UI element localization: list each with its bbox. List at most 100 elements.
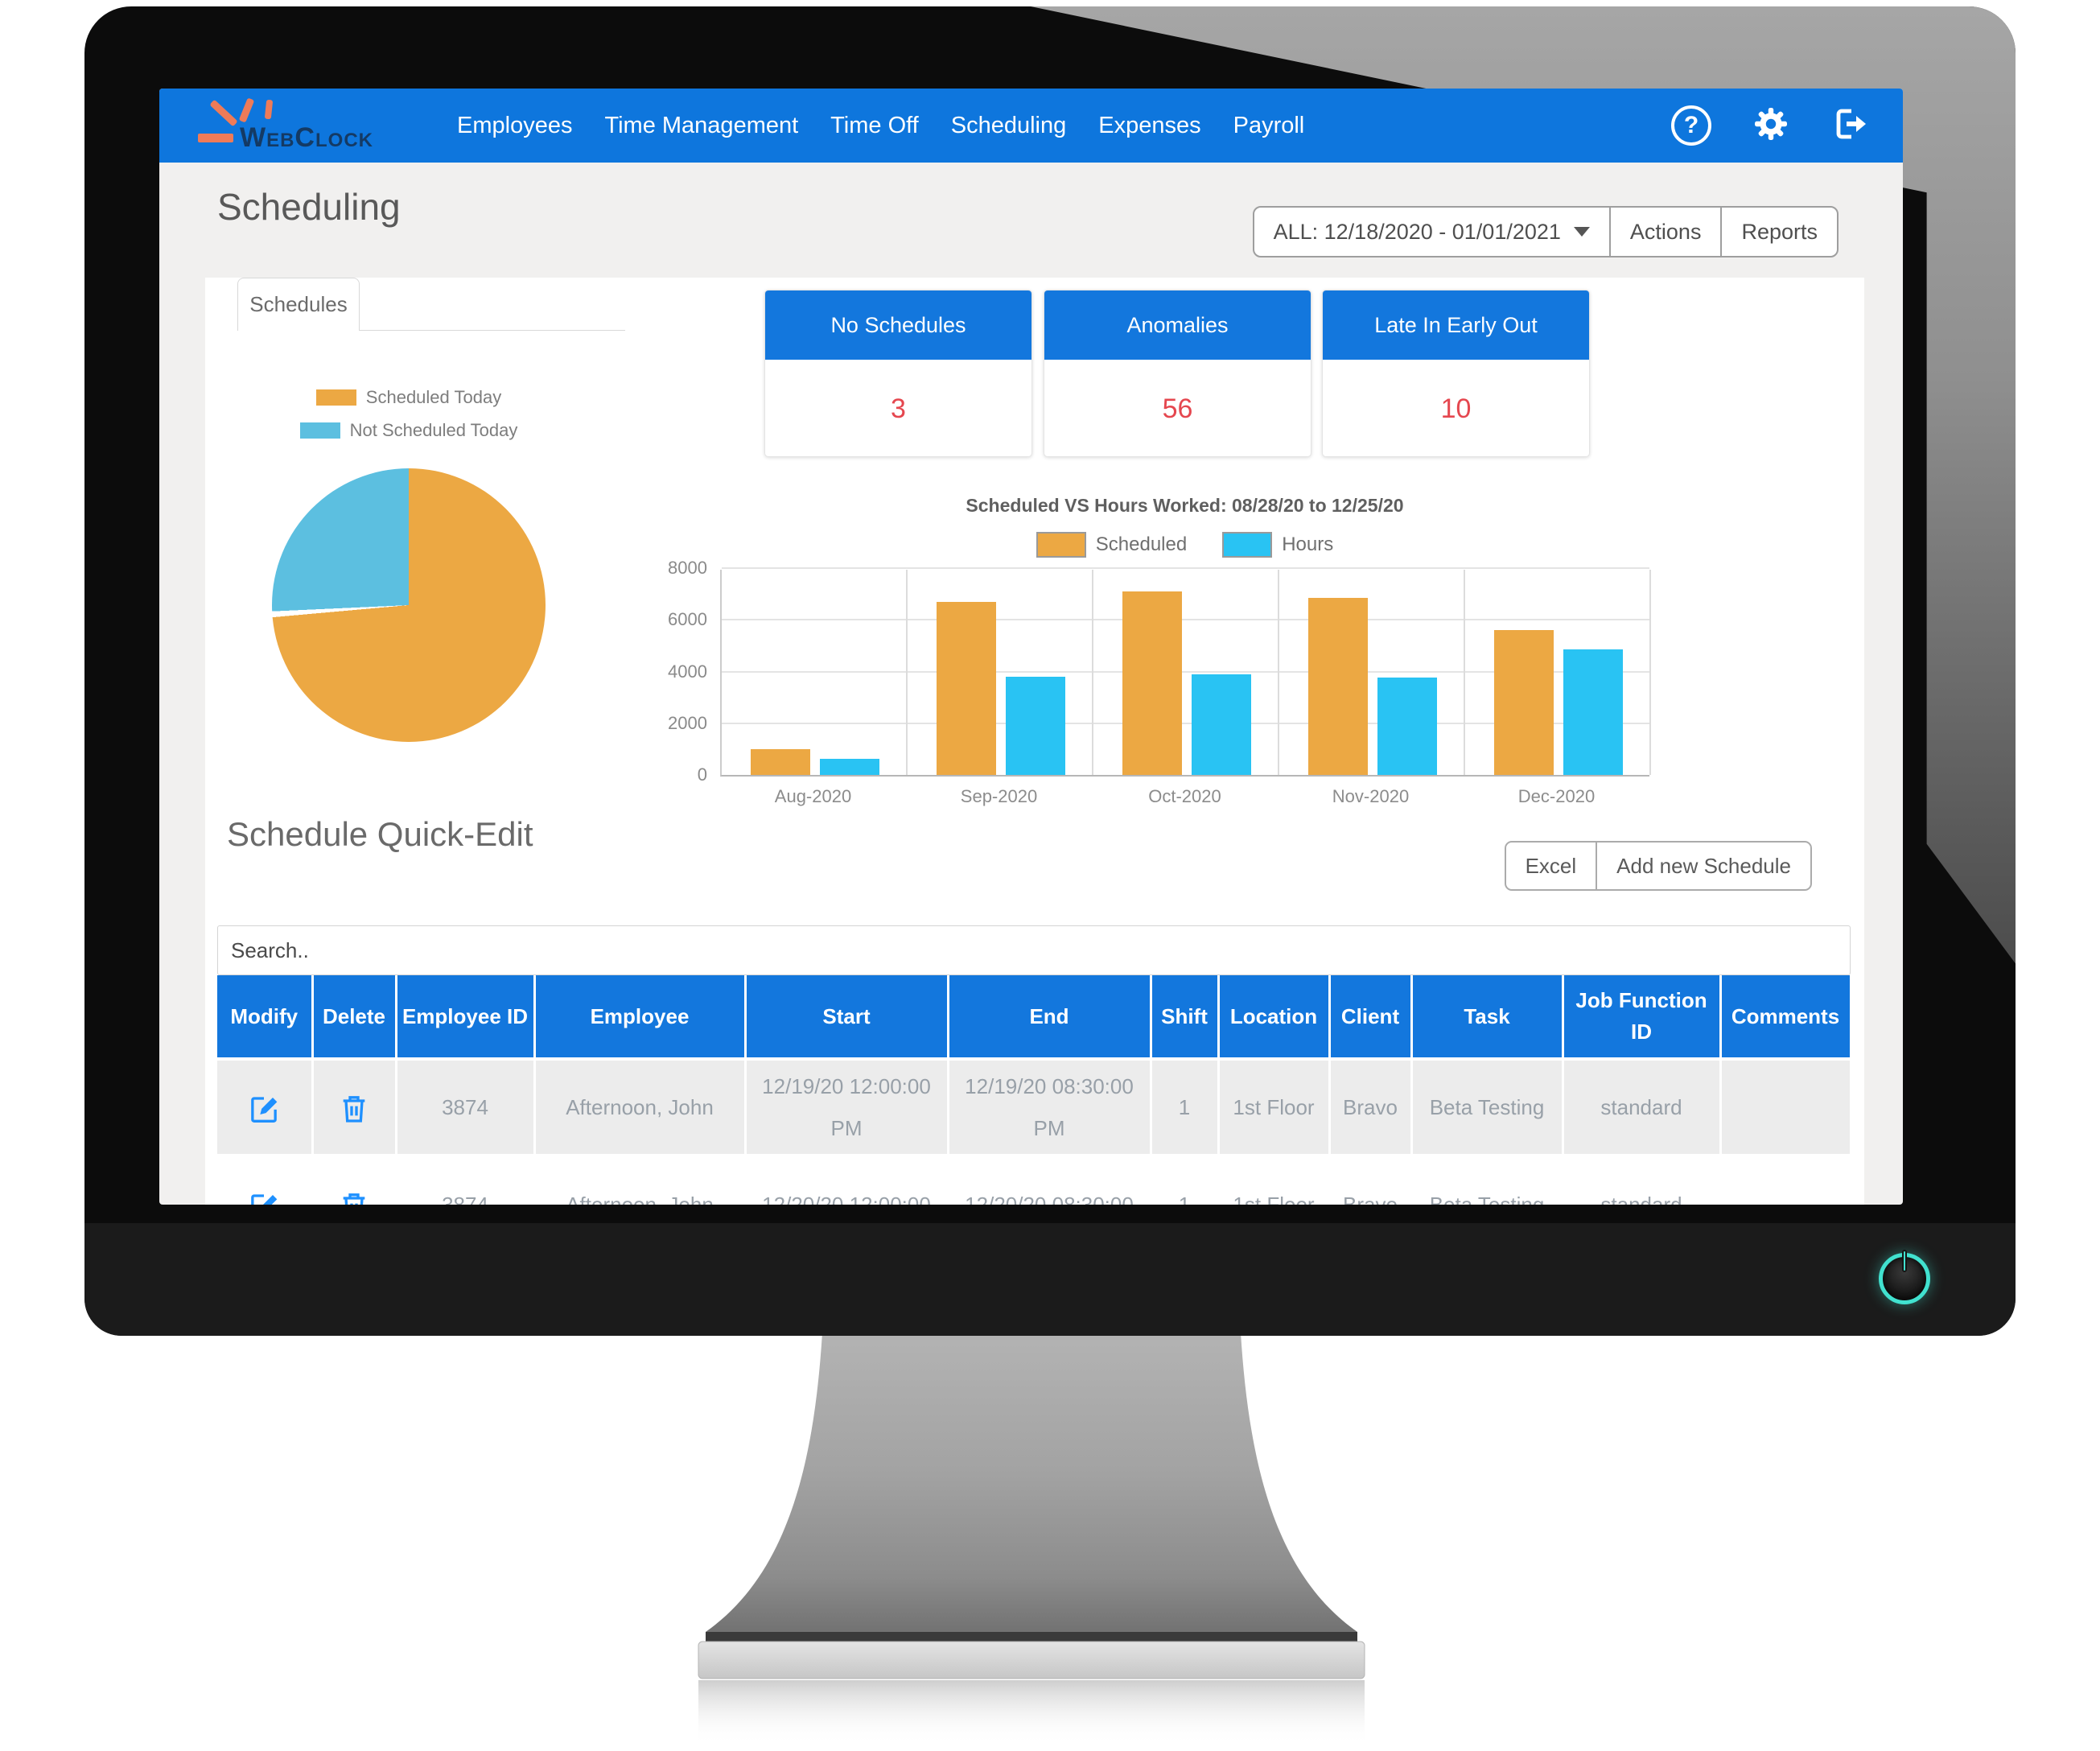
legend-label: Not Scheduled Today bbox=[349, 420, 518, 440]
y-axis-label: 2000 bbox=[668, 712, 707, 733]
table-cell: Bravo bbox=[1329, 1156, 1413, 1205]
x-gridline bbox=[1278, 570, 1279, 775]
bar-hours bbox=[1191, 674, 1251, 775]
card-no-schedules: No Schedules 3 bbox=[764, 290, 1032, 457]
bar-chart-title: Scheduled VS Hours Worked: 08/28/20 to 1… bbox=[966, 495, 1404, 516]
page-title: Scheduling bbox=[217, 186, 401, 228]
help-icon[interactable]: ? bbox=[1671, 105, 1711, 146]
column-header-modify: Modify bbox=[217, 975, 314, 1059]
bar-chart-plot: 0 2000 4000 6000 8000 bbox=[668, 558, 1651, 785]
table-cell: 1 bbox=[1151, 1156, 1220, 1205]
bar-scheduled bbox=[1307, 598, 1368, 775]
top-navbar: WebClock Employees Time Management Time Of… bbox=[159, 89, 1903, 163]
table-cell: 12/19/20 12:00:00 PM bbox=[745, 1059, 949, 1156]
card-late-in-early-out: Late In Early Out 10 bbox=[1322, 290, 1590, 457]
bar-group-nov-2020 bbox=[1279, 570, 1465, 775]
nav-item-payroll[interactable]: Payroll bbox=[1233, 112, 1305, 138]
y-axis-label: 4000 bbox=[668, 661, 707, 682]
card-value: 3 bbox=[891, 393, 906, 424]
tab-schedules[interactable]: Schedules bbox=[237, 278, 360, 331]
table-cell: Beta Testing bbox=[1411, 1059, 1564, 1156]
monitor-bezel: WebClock Employees Time Management Time Of… bbox=[84, 6, 2016, 1336]
logo-ray-icon bbox=[264, 99, 274, 120]
legend-swatch bbox=[1222, 532, 1273, 558]
tab-divider bbox=[360, 330, 625, 331]
bar-hours bbox=[819, 759, 879, 775]
bar-chart-legend: Scheduled Hours bbox=[720, 532, 1649, 558]
y-gridline bbox=[722, 670, 1649, 673]
table-header-row: Modify Delete Employee ID Employee Start End S… bbox=[217, 975, 1852, 1059]
y-axis-label: 8000 bbox=[668, 558, 707, 578]
pie-legend-item: Not Scheduled Today bbox=[299, 420, 518, 441]
modify-cell bbox=[217, 1156, 314, 1205]
bar-scheduled bbox=[1122, 591, 1182, 775]
table-cell: 3874 bbox=[396, 1059, 536, 1156]
edit-icon[interactable] bbox=[248, 1193, 280, 1205]
table-cell: 1st Floor bbox=[1218, 1059, 1331, 1156]
bar-scheduled bbox=[750, 749, 810, 775]
card-value: 56 bbox=[1162, 393, 1193, 424]
y-gridline bbox=[722, 722, 1649, 724]
table-body: 3874 Afternoon, John 12/19/20 12:00:00 PM 1… bbox=[217, 1059, 1852, 1205]
x-gridline bbox=[1092, 570, 1093, 775]
column-header-job-function-id: Job Function ID bbox=[1563, 975, 1722, 1059]
trash-icon[interactable] bbox=[338, 1193, 370, 1205]
legend-swatch bbox=[1036, 532, 1086, 558]
category-label: Nov-2020 bbox=[1332, 786, 1410, 806]
card-title: Late In Early Out bbox=[1323, 290, 1589, 360]
pie-legend-item: Scheduled Today bbox=[315, 387, 501, 408]
edit-icon[interactable] bbox=[248, 1095, 280, 1123]
nav-item-expenses[interactable]: Expenses bbox=[1098, 112, 1201, 138]
bar-legend-item: Hours bbox=[1222, 532, 1333, 558]
nav-item-time-off[interactable]: Time Off bbox=[830, 112, 919, 138]
nav-item-time-management[interactable]: Time Management bbox=[604, 112, 799, 138]
settings-gear-icon[interactable] bbox=[1752, 105, 1790, 147]
table-cell: Beta Testing bbox=[1411, 1156, 1564, 1205]
column-header-start: Start bbox=[745, 975, 949, 1059]
table-cell: Afternoon, John bbox=[534, 1059, 747, 1156]
trash-icon[interactable] bbox=[338, 1095, 370, 1123]
nav-item-employees[interactable]: Employees bbox=[457, 112, 573, 138]
bar-hours bbox=[1377, 678, 1437, 775]
table-row: 3874 Afternoon, John 12/20/20 12:00:00 12/2… bbox=[217, 1156, 1852, 1205]
search-input[interactable] bbox=[217, 925, 1851, 975]
nav-menu: Employees Time Management Time Off Scheduli… bbox=[441, 113, 1320, 139]
column-header-employee-id: Employee ID bbox=[396, 975, 536, 1059]
logout-icon[interactable] bbox=[1830, 105, 1869, 147]
table-cell: 1 bbox=[1151, 1059, 1220, 1156]
schedule-table: Modify Delete Employee ID Employee Start End S… bbox=[217, 975, 1852, 1205]
logo-ray-icon bbox=[238, 97, 255, 123]
date-range-dropdown[interactable]: ALL: 12/18/2020 - 01/01/2021 bbox=[1254, 208, 1609, 256]
actions-button[interactable]: Actions bbox=[1608, 208, 1721, 256]
table-cell bbox=[1720, 1059, 1852, 1156]
pie-legend: Scheduled Today Not Scheduled Today bbox=[272, 387, 546, 441]
table-cell: standard bbox=[1563, 1059, 1722, 1156]
logo-text: WebClock bbox=[240, 122, 373, 153]
column-header-end: End bbox=[948, 975, 1152, 1059]
table-row: 3874 Afternoon, John 12/19/20 12:00:00 PM 1… bbox=[217, 1059, 1852, 1156]
logo-dash-icon bbox=[198, 134, 233, 142]
reports-button[interactable]: Reports bbox=[1720, 208, 1837, 256]
bar-group-aug-2020 bbox=[722, 570, 908, 775]
card-value: 10 bbox=[1440, 393, 1472, 424]
bar-scheduled bbox=[936, 602, 996, 775]
monitor-screen: WebClock Employees Time Management Time Of… bbox=[159, 89, 1903, 1205]
bar-group-sep-2020 bbox=[908, 570, 1093, 775]
add-new-schedule-button[interactable]: Add new Schedule bbox=[1596, 843, 1810, 889]
bar-hours bbox=[1563, 649, 1623, 775]
column-header-employee: Employee bbox=[534, 975, 747, 1059]
column-header-shift: Shift bbox=[1151, 975, 1220, 1059]
table-cell: 3874 bbox=[396, 1156, 536, 1205]
power-button[interactable] bbox=[1879, 1250, 1930, 1304]
x-gridline bbox=[906, 570, 908, 775]
y-gridline bbox=[722, 619, 1649, 621]
excel-button[interactable]: Excel bbox=[1525, 853, 1577, 878]
chevron-down-icon bbox=[1573, 227, 1590, 237]
column-header-comments: Comments bbox=[1720, 975, 1852, 1059]
table-cell: 1st Floor bbox=[1218, 1156, 1331, 1205]
nav-item-scheduling[interactable]: Scheduling bbox=[950, 112, 1067, 138]
table-cell: standard bbox=[1563, 1156, 1722, 1205]
bar-legend-item: Scheduled bbox=[1036, 532, 1187, 558]
bar-chart-categories: Aug-2020 Sep-2020 Oct-2020 Nov-2020 Dec-2020 bbox=[720, 786, 1649, 807]
